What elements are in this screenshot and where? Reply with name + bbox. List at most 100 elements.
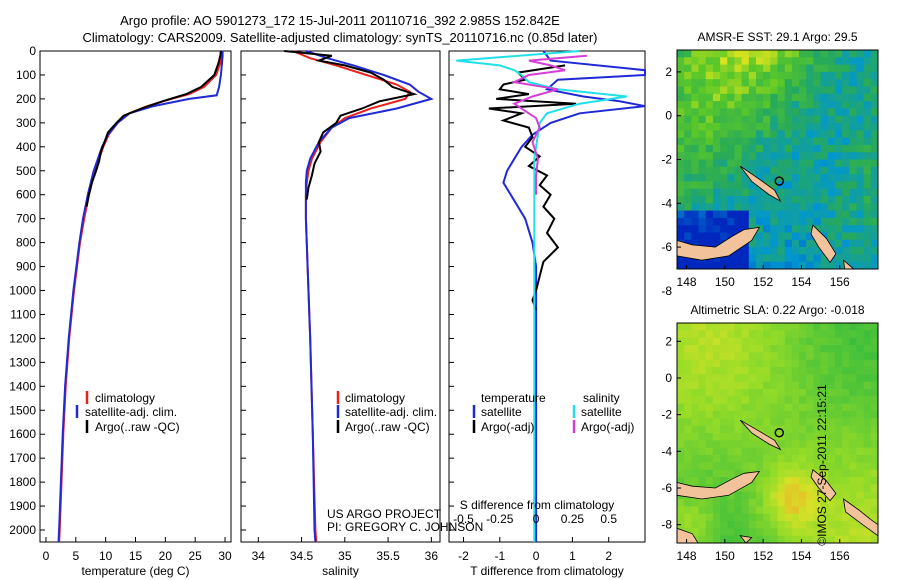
map-cell [777, 261, 786, 269]
map-cell [712, 115, 721, 124]
map-cell [870, 455, 878, 463]
map-cell [727, 101, 736, 109]
map-cell [820, 330, 829, 339]
map-cell [720, 64, 728, 73]
map-cell [777, 418, 786, 427]
map-cell [849, 93, 858, 102]
map-cell [705, 411, 714, 419]
map-cell [705, 477, 714, 485]
x-tick-label: 35.5 [376, 549, 400, 563]
map-cell [748, 330, 757, 339]
map-cell [720, 86, 728, 95]
map-cell [712, 433, 721, 441]
map-cell [870, 469, 878, 478]
map-cell [691, 462, 700, 471]
map-cell [684, 359, 692, 368]
map-cell [799, 93, 807, 102]
map-cell [856, 499, 865, 507]
map-cell [770, 521, 779, 529]
map-cell [856, 196, 865, 204]
map-cell [727, 115, 736, 124]
map-cell [748, 396, 757, 405]
map-cell [720, 323, 728, 331]
map-cell [684, 232, 692, 241]
map-cell [834, 367, 843, 375]
map-cell [727, 93, 736, 102]
map-cell [756, 115, 764, 124]
map-cell [820, 123, 829, 131]
map-cell [727, 181, 736, 190]
map-cell [791, 123, 800, 131]
map-cell [691, 411, 700, 419]
map-cell [684, 506, 692, 515]
map-cell [684, 86, 692, 95]
map-cell [741, 389, 750, 397]
map-cell [734, 137, 743, 146]
map-cell [756, 469, 764, 478]
map-cell [748, 462, 757, 471]
map-cell [799, 418, 807, 427]
map-cell [863, 101, 872, 109]
map-cell [849, 137, 858, 146]
map-cell [870, 499, 878, 507]
map-cell [720, 433, 728, 441]
map-cell [727, 521, 736, 529]
map-cell [827, 86, 836, 95]
map-cell [777, 411, 786, 419]
map-cell [806, 352, 814, 361]
figure-title-line1: Argo profile: AO 5901273_172 15-Jul-2011… [120, 13, 560, 28]
map-cell [784, 181, 793, 190]
map-cell [677, 130, 685, 139]
map-cell [727, 396, 736, 405]
map-cell [842, 166, 850, 175]
map-cell [763, 64, 771, 73]
map-cell [834, 57, 843, 66]
map-cell [863, 210, 872, 219]
map-cell [698, 528, 707, 537]
x-tick-label: 148 [677, 275, 697, 289]
map-cell [856, 144, 865, 153]
map-cell [870, 418, 878, 427]
map-cell [691, 188, 700, 197]
map-cell [727, 418, 736, 427]
map-cell [741, 352, 750, 361]
map-cell [770, 93, 779, 102]
map-cell [705, 57, 714, 66]
map-cell [827, 261, 836, 269]
map-cell [813, 345, 822, 353]
map-cell [806, 93, 814, 102]
map-cell [870, 491, 878, 500]
map-cell [834, 425, 843, 434]
map-cell [820, 535, 829, 543]
map-cell [705, 101, 714, 109]
map-cell [834, 188, 843, 197]
y-tick-label: 1900 [9, 499, 36, 513]
map-cell [849, 101, 858, 109]
map-cell [712, 396, 721, 405]
map-cell [727, 152, 736, 161]
map-cell [856, 115, 865, 124]
map-cell [849, 261, 858, 269]
map-cell [827, 225, 836, 234]
map-cell [763, 535, 771, 543]
map-cell [863, 447, 872, 456]
s-tick-label: 0 [533, 512, 540, 526]
map-cell [720, 137, 728, 146]
map-cell [756, 521, 764, 529]
map-cell [705, 93, 714, 102]
map-cell [677, 108, 685, 117]
map-cell [727, 225, 736, 234]
map-cell [720, 528, 728, 537]
map-cell [799, 130, 807, 139]
map-cell [727, 71, 736, 80]
map-cell [727, 130, 736, 139]
map-cell [763, 440, 771, 449]
y-tick-label: 0 [665, 371, 672, 385]
map-cell [799, 71, 807, 80]
map-cell [799, 217, 807, 226]
y-tick-label: 2000 [9, 523, 36, 537]
y-tick-label: 700 [16, 212, 36, 226]
map-cell [727, 345, 736, 353]
map-cell [741, 374, 750, 383]
map-cell [712, 130, 721, 139]
